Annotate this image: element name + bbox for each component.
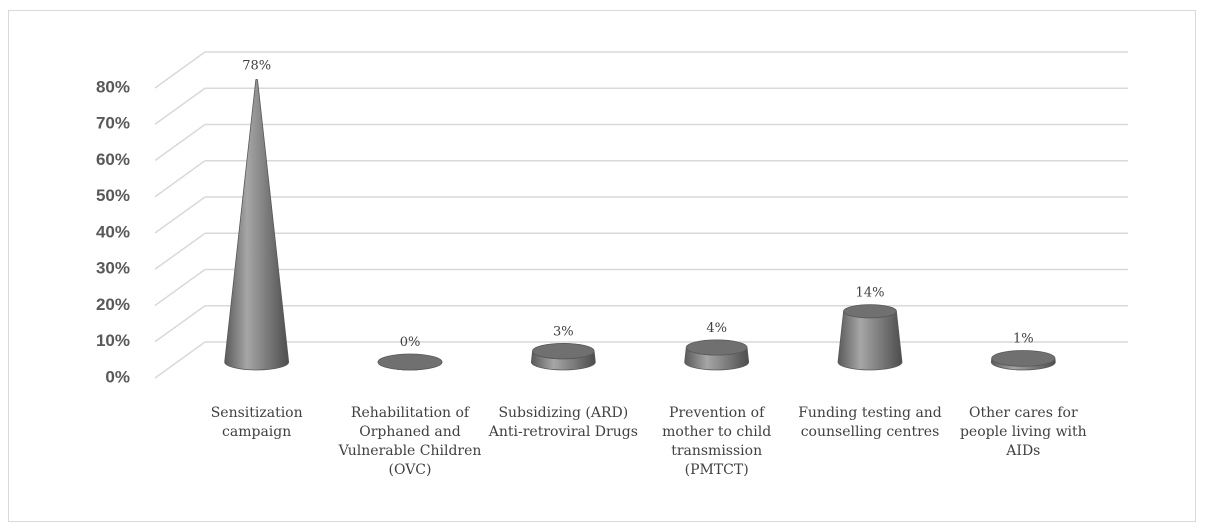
cone (224, 78, 290, 371)
cone (684, 339, 750, 371)
cone-body (224, 78, 290, 371)
x-tick-label: Other cares for people living with AIDs (959, 405, 1087, 459)
cone-top (991, 350, 1056, 367)
grid-line-side (154, 341, 206, 379)
y-tick-label: 60% (96, 150, 130, 169)
grid-line-side (154, 196, 206, 234)
cone-body (837, 311, 903, 371)
cone-top (685, 339, 748, 356)
cone (530, 343, 596, 371)
value-label: 1% (1013, 331, 1034, 346)
cone (837, 304, 903, 371)
grid-line-side (154, 160, 206, 198)
cone-top (843, 304, 897, 319)
cone-top (532, 343, 595, 360)
x-tick-label: Funding testing and counselling centres (798, 405, 942, 440)
x-tick-label: Prevention of mother to child transmissi… (662, 405, 772, 478)
value-label: 4% (706, 321, 727, 336)
grid-line-side (154, 268, 206, 307)
grid-line-side (154, 123, 206, 162)
grid-line-side (154, 232, 206, 270)
y-tick-label: 40% (96, 222, 130, 241)
y-tick-label: 70% (96, 114, 130, 133)
cone (990, 350, 1056, 371)
grid-line-side (154, 51, 206, 89)
grid-line-side (154, 305, 206, 343)
y-tick-label: 80% (96, 77, 130, 96)
y-tick-label: 50% (96, 186, 130, 205)
value-label: 0% (400, 335, 421, 350)
y-tick-label: 20% (96, 295, 130, 314)
y-tick-label: 30% (96, 259, 130, 278)
cone-top (377, 353, 443, 371)
chart-frame (8, 10, 1196, 522)
value-label: 3% (553, 324, 574, 339)
value-label: 78% (242, 58, 271, 73)
y-tick-label: 0% (105, 367, 130, 386)
x-tick-label: Sensitization campaign (210, 405, 303, 440)
y-tick-label: 10% (96, 331, 130, 350)
value-label: 14% (856, 286, 885, 301)
x-tick-label: Subsidizing (ARD) Anti-retroviral Drugs (488, 405, 638, 440)
cone (377, 353, 443, 371)
x-tick-label: Rehabilitation of Orphaned and Vulnerabl… (338, 405, 482, 478)
grid-line-side (154, 87, 206, 125)
